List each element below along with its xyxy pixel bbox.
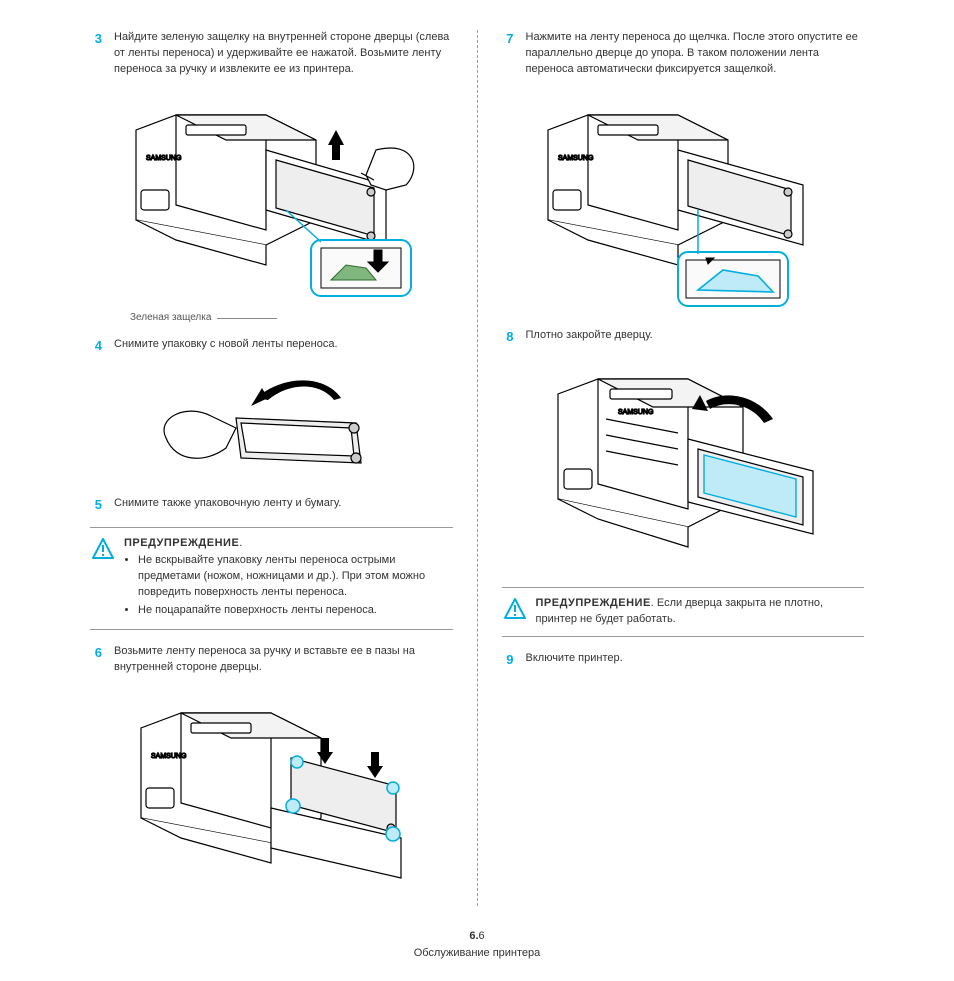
- step-7: 7 Нажмите на ленту переноса до щелчка. П…: [502, 30, 865, 78]
- printer-close-door-illustration: SAMSUNG: [528, 359, 838, 569]
- step-4: 4 Снимите упаковку с новой ленты перенос…: [90, 337, 453, 356]
- figure-step4: [90, 368, 453, 478]
- page-footer: 6.6 Обслуживание принтера: [40, 928, 914, 961]
- warning-body: ПРЕДУПРЕЖДЕНИЕ. Не вскрывайте упаковку л…: [124, 536, 451, 622]
- step-number: 4: [90, 337, 102, 356]
- printer-latch-belt-illustration: SAMSUNG: [528, 90, 838, 310]
- figure-step3: SAMSUNG: [90, 90, 453, 300]
- step-text: Возьмите ленту переноса за ручку и встав…: [114, 644, 453, 676]
- svg-text:SAMSUNG: SAMSUNG: [558, 155, 593, 162]
- caption-text: Зеленая защелка: [130, 312, 211, 323]
- step-number: 8: [502, 328, 514, 347]
- step-text: Включите принтер.: [526, 651, 865, 670]
- left-column: 3 Найдите зеленую защелку на внутренней …: [40, 30, 471, 906]
- warning-dot: .: [239, 537, 242, 549]
- step-number: 9: [502, 651, 514, 670]
- svg-text:SAMSUNG: SAMSUNG: [146, 155, 181, 162]
- step-number: 7: [502, 30, 514, 78]
- unpack-belt-illustration: [156, 368, 386, 478]
- step-3: 3 Найдите зеленую защелку на внутренней …: [90, 30, 453, 78]
- figure-step7: SAMSUNG: [502, 90, 865, 310]
- two-column-layout: 3 Найдите зеленую защелку на внутренней …: [40, 30, 914, 906]
- step-number: 3: [90, 30, 102, 78]
- warning-title: ПРЕДУПРЕЖДЕНИЕ: [536, 597, 651, 609]
- step-number: 6: [90, 644, 102, 676]
- warning-title: ПРЕДУПРЕЖДЕНИЕ: [124, 537, 239, 549]
- step-text: Снимите также упаковочную ленту и бумагу…: [114, 496, 453, 515]
- warning-box-2: ПРЕДУПРЕЖДЕНИЕ. Если дверца закрыта не п…: [502, 587, 865, 637]
- svg-text:SAMSUNG: SAMSUNG: [618, 409, 653, 416]
- step-8: 8 Плотно закройте дверцу.: [502, 328, 865, 347]
- step-text: Найдите зеленую защелку на внутренней ст…: [114, 30, 453, 78]
- figure-step6: SAMSUNG: [90, 688, 453, 888]
- column-divider: [477, 30, 478, 906]
- printer-remove-belt-illustration: SAMSUNG: [116, 90, 426, 300]
- step-5: 5 Снимите также упаковочную ленту и бума…: [90, 496, 453, 515]
- svg-text:SAMSUNG: SAMSUNG: [151, 753, 186, 760]
- warning-icon: [92, 538, 114, 624]
- warning-box-1: ПРЕДУПРЕЖДЕНИЕ. Не вскрывайте упаковку л…: [90, 527, 453, 631]
- figure3-caption: Зеленая защелка: [130, 312, 453, 323]
- step-9: 9 Включите принтер.: [502, 651, 865, 670]
- manual-page: 3 Найдите зеленую защелку на внутренней …: [0, 0, 954, 981]
- figure-step8: SAMSUNG: [502, 359, 865, 569]
- printer-insert-belt-illustration: SAMSUNG: [121, 688, 421, 888]
- section-title: Обслуживание принтера: [40, 945, 914, 962]
- step-6: 6 Возьмите ленту переноса за ручку и вст…: [90, 644, 453, 676]
- step-text: Нажмите на ленту переноса до щелчка. Пос…: [526, 30, 865, 78]
- step-text: Снимите упаковку с новой ленты переноса.: [114, 337, 453, 356]
- page-in-chapter: 6: [479, 930, 485, 942]
- step-text: Плотно закройте дверцу.: [526, 328, 865, 347]
- warning-body: ПРЕДУПРЕЖДЕНИЕ. Если дверца закрыта не п…: [536, 596, 863, 628]
- warning-icon: [504, 598, 526, 630]
- warning-item: Не вскрывайте упаковку ленты переноса ос…: [138, 553, 451, 601]
- warning-list: Не вскрывайте упаковку ленты переноса ос…: [124, 553, 451, 619]
- leader-line: [217, 318, 277, 319]
- step-number: 5: [90, 496, 102, 515]
- page-number: 6.6: [40, 928, 914, 945]
- warning-item: Не поцарапайте поверхность ленты перенос…: [138, 603, 451, 619]
- right-column: 7 Нажмите на ленту переноса до щелчка. П…: [484, 30, 915, 906]
- chapter-num: 6.: [469, 930, 478, 942]
